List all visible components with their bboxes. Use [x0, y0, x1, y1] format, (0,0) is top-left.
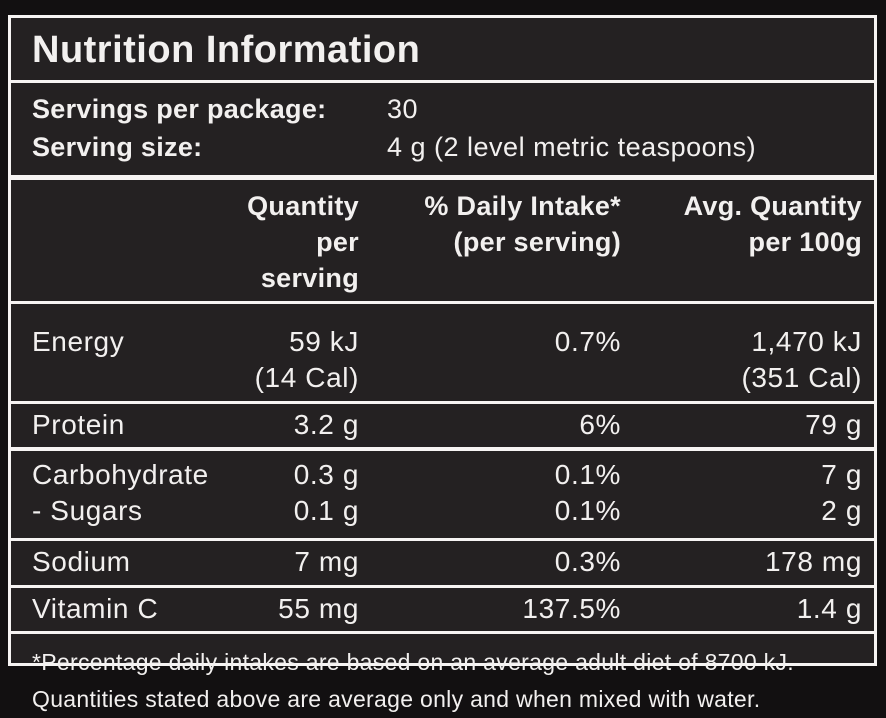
- quantity-per-100g: 79 g: [805, 409, 862, 440]
- header-quantity-line1: Quantity: [247, 191, 359, 221]
- header-per-100g-line2: per 100g: [748, 227, 862, 257]
- nutrient-name: Energy: [32, 326, 125, 357]
- header-quantity-line2: per serving: [260, 227, 359, 293]
- footnote-line-1: *Percentage daily intakes are based on a…: [32, 649, 794, 675]
- daily-intake-value: 6%: [579, 409, 621, 440]
- panel-title-section: Nutrition Information: [11, 18, 874, 83]
- daily-intake-value: 0.7%: [554, 326, 621, 357]
- footnote: *Percentage daily intakes are based on a…: [11, 634, 874, 718]
- serving-size-value: 4 g (2 level metric teaspoons): [387, 132, 757, 162]
- header-daily-intake: % Daily Intake* (per serving): [361, 188, 623, 296]
- energy-kj-per-serving: 59 kJ: [289, 326, 359, 357]
- quantity-per-100g: 1.4 g: [796, 593, 862, 624]
- daily-intake-value: 0.1%: [554, 495, 621, 526]
- servings-per-package-value: 30: [387, 94, 419, 124]
- table-row-carbohydrate: Carbohydrate 0.3 g 0.1% 7 g: [11, 451, 874, 493]
- quantity-per-serving: 59 kJ (14 Cal): [223, 324, 361, 396]
- nutrient-name: Sodium: [32, 546, 131, 577]
- servings-per-package-row: Servings per package: 30: [11, 90, 874, 128]
- servings-per-package-label: Servings per package:: [32, 94, 327, 124]
- daily-intake-value: 0.1%: [554, 459, 621, 490]
- header-nutrient-column: [11, 188, 223, 296]
- panel-title: Nutrition Information: [32, 29, 421, 71]
- header-per-100g-line1: Avg. Quantity: [683, 191, 862, 221]
- quantity-per-serving: 3.2 g: [293, 409, 359, 440]
- serving-size-label: Serving size:: [32, 132, 203, 162]
- nutrition-panel: Nutrition Information Servings per packa…: [8, 15, 877, 712]
- energy-cal-per-serving: (14 Cal): [254, 362, 359, 393]
- table-row-sodium: Sodium 7 mg 0.3% 178 mg: [11, 541, 874, 588]
- table-row-sugars: - Sugars 0.1 g 0.1% 2 g: [11, 493, 874, 541]
- header-daily-intake-line1: % Daily Intake*: [424, 191, 621, 221]
- energy-kj-per-100g: 1,470 kJ: [751, 326, 862, 357]
- quantity-per-100g: 178 mg: [765, 546, 862, 577]
- table-row-protein: Protein 3.2 g 6% 79 g: [11, 404, 874, 451]
- energy-cal-per-100g: (351 Cal): [741, 362, 862, 393]
- footnote-line-2: Quantities stated above are average only…: [32, 686, 761, 712]
- table-row-energy: Energy 59 kJ (14 Cal) 0.7% 1,470 kJ (351…: [11, 304, 874, 404]
- nutrient-name: Protein: [32, 409, 125, 440]
- nutrient-name: Carbohydrate: [32, 459, 209, 490]
- quantity-per-serving: 55 mg: [278, 593, 359, 624]
- header-quantity-per-serving: Quantity per serving: [223, 188, 361, 296]
- nutrient-name: - Sugars: [32, 495, 143, 526]
- header-daily-intake-line2: (per serving): [453, 227, 621, 257]
- quantity-per-100g: 7 g: [821, 459, 862, 490]
- header-per-100g: Avg. Quantity per 100g: [623, 188, 874, 296]
- serving-size-row: Serving size: 4 g (2 level metric teaspo…: [11, 128, 874, 166]
- quantity-per-serving: 0.3 g: [293, 459, 359, 490]
- daily-intake-value: 0.3%: [554, 546, 621, 577]
- table-header-row: Quantity per serving % Daily Intake* (pe…: [11, 180, 874, 304]
- quantity-per-100g: 1,470 kJ (351 Cal): [623, 324, 874, 396]
- daily-intake-value: 137.5%: [522, 593, 621, 624]
- quantity-per-serving: 7 mg: [294, 546, 359, 577]
- serving-info-section: Servings per package: 30 Serving size: 4…: [11, 83, 874, 180]
- nutrient-name: Vitamin C: [32, 593, 159, 624]
- quantity-per-serving: 0.1 g: [293, 495, 359, 526]
- table-row-vitamin-c: Vitamin C 55 mg 137.5% 1.4 g: [11, 588, 874, 634]
- quantity-per-100g: 2 g: [821, 495, 862, 526]
